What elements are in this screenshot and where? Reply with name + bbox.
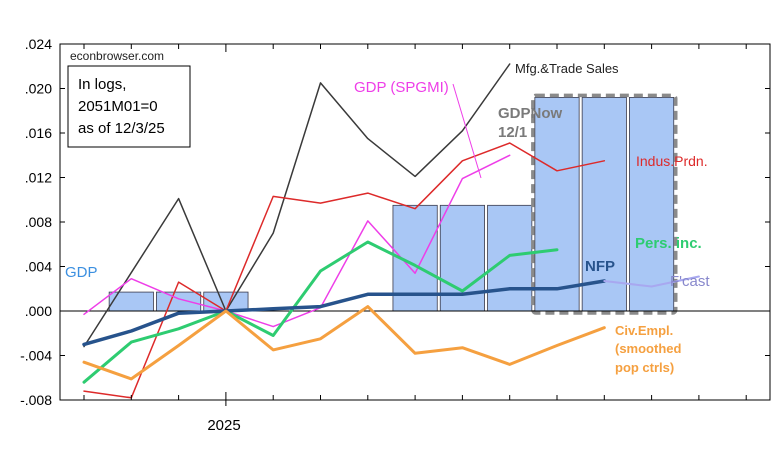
series-civ-empl-smoothed-pop-ctrls [82,305,606,381]
y-tick-label: -.004 [20,348,52,364]
y-tick-label: .012 [25,170,52,186]
y-tick-label: .020 [25,81,52,97]
series-f-cast [603,275,700,288]
label-civ-empl-line-1: Civ.Empl. [615,323,673,338]
bar-gdp-2024-12 [156,291,202,312]
y-tick-label: .004 [25,259,52,275]
bar-gdpnow-2025-09 [581,97,627,312]
note-line-2: 2051M01=0 [78,98,158,115]
y-tick-label: -.008 [20,392,52,408]
y-tick-label: .008 [25,214,52,230]
label-nfp: NFP [585,258,615,275]
label-gdp-spgmi: GDP (SPGMI) [354,79,449,96]
spgmi-label-pointer [452,83,482,179]
label-fcast: F'cast [670,273,710,290]
source-label: econbrowser.com [70,49,164,63]
label-gdpnow-line-2: 12/1 [498,124,527,141]
y-tick-label: .016 [25,125,52,141]
label-gdp: GDP [65,264,98,281]
series-gdp-spgmi [83,154,511,328]
y-tick-label: .024 [25,36,52,52]
label-gdpnow-line-1: GDPNow [498,105,563,122]
label-pers-inc: Pers. inc. [635,235,702,252]
note-line-3: as of 12/3/25 [78,120,165,137]
label-mfg-trade-sales: Mfg.&Trade Sales [515,61,619,76]
x-tick-label-2025: 2025 [207,417,240,434]
bar-gdp-2024-11 [108,291,154,312]
bar-gdpnow-2025-10 [629,97,675,312]
series-nfp [82,279,607,347]
axis-layer: -.008 -.004 .000 .004 .008 .012 .016 .020 .024 [20,36,770,408]
lines-layer [82,63,700,399]
series-indus-prdn [83,142,606,399]
series-pers-inc [82,240,559,384]
bar-gdpnow-2025-08 [534,97,580,312]
note-box [67,65,191,148]
label-indus-prdn: Indus.Prdn. [636,153,708,169]
bar-gdp-2025-07 [487,204,533,312]
label-civ-empl-line-3: pop ctrls) [615,360,674,375]
note-line-1: In logs, [78,76,126,93]
gdpnow-dashed-box [531,93,678,315]
label-civ-empl-line-2: (smoothed [615,341,682,356]
series-mfg-trade-sales [83,63,511,348]
y-tick-label: .000 [25,303,52,319]
